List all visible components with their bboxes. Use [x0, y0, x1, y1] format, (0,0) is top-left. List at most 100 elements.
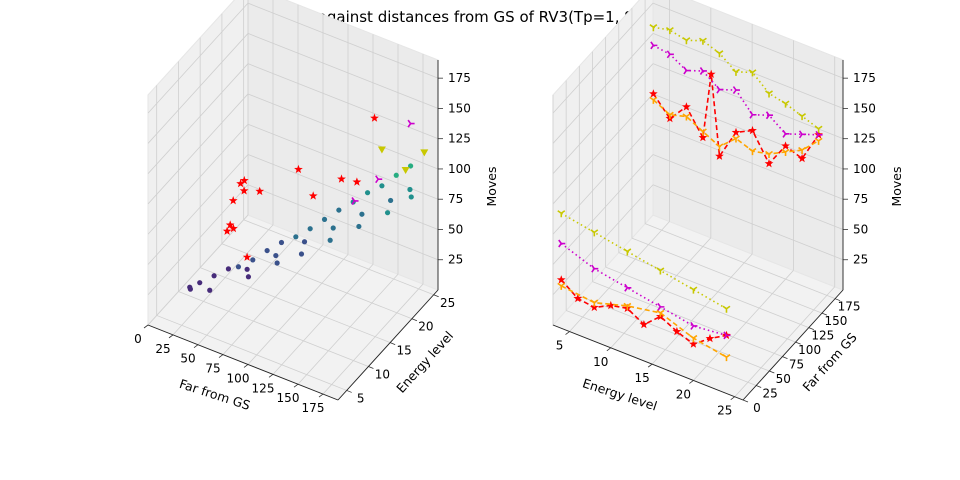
y-tick-label: 75 [789, 358, 804, 372]
z-gridline [652, 154, 844, 230]
data-point [293, 234, 299, 240]
data-point [330, 225, 336, 231]
data-point [623, 248, 632, 256]
data-point [665, 111, 674, 119]
z-tick-label: 100 [448, 162, 471, 176]
data-point [798, 113, 807, 121]
data-point [689, 339, 698, 348]
x-gridline [322, 283, 424, 395]
z-gridline [247, 123, 439, 200]
series-3 [377, 146, 429, 175]
data-point [764, 159, 774, 168]
x-axis-line [147, 324, 339, 401]
data-point [722, 305, 731, 313]
data-point [748, 69, 757, 77]
z-tick-label: 175 [448, 71, 471, 85]
series-2 [557, 96, 823, 362]
y-tick-mark [742, 399, 749, 403]
data-point [377, 146, 386, 154]
y-gridline [631, 237, 823, 314]
data-point [732, 86, 740, 95]
z-tick-label: 50 [853, 222, 868, 236]
y-tick-mark [433, 294, 439, 298]
data-point [814, 137, 823, 145]
data-point [388, 197, 394, 204]
y-tick-mark [834, 298, 841, 302]
data-point [255, 186, 265, 196]
y-gridline [618, 252, 809, 329]
data-point [798, 146, 807, 155]
y-tick-label: 175 [838, 300, 861, 314]
data-point [722, 354, 731, 362]
x-gridline [569, 221, 670, 332]
data-point [420, 149, 429, 157]
z-gridline [247, 93, 439, 170]
y-gridline [644, 223, 836, 300]
data-point [225, 220, 235, 229]
x-gridline [147, 214, 249, 326]
data-point [716, 85, 724, 94]
data-point [689, 286, 698, 294]
data-point [359, 211, 365, 217]
x-tick-mark [689, 380, 694, 384]
data-point [656, 267, 665, 275]
data-point [689, 334, 698, 343]
z-gridline [552, 63, 654, 174]
data-point [731, 127, 741, 137]
series-line [652, 99, 819, 155]
x-tick-label: 25 [717, 404, 732, 418]
y-tick-label: 25 [763, 387, 778, 401]
data-point [798, 130, 807, 139]
data-point [352, 177, 362, 186]
data-point [301, 239, 308, 245]
z-gridline [247, 154, 439, 230]
z-tick-label: 50 [448, 222, 463, 236]
data-point [682, 37, 691, 45]
y-axis-line [742, 289, 844, 401]
data-point [558, 239, 566, 248]
x-gridline [222, 244, 324, 355]
x-tick-label: 100 [227, 371, 250, 385]
y-tick-label: 10 [375, 368, 390, 382]
y-tick-label: 5 [357, 391, 365, 405]
data-point [683, 66, 691, 75]
data-point [781, 148, 790, 157]
data-point [244, 266, 250, 272]
data-point [222, 226, 232, 235]
z-gridline [147, 2, 249, 114]
x-tick-mark [293, 383, 299, 388]
x-tick-label: 5 [556, 339, 564, 353]
data-point [732, 135, 740, 143]
data-point [308, 191, 318, 200]
series-2 [222, 113, 379, 261]
z-gridline [652, 63, 844, 140]
y-gridline [566, 310, 757, 386]
y-gridline [579, 295, 770, 372]
y-tick-mark [346, 390, 352, 393]
data-point [557, 282, 566, 290]
data-point [239, 186, 249, 195]
data-point [706, 69, 716, 78]
data-point [765, 90, 773, 98]
data-point [665, 26, 674, 35]
data-point [393, 172, 399, 178]
data-point [242, 252, 252, 261]
z-gridline [552, 123, 654, 235]
series-3 [557, 24, 823, 313]
z-tick-label: 125 [448, 132, 471, 146]
data-point [765, 111, 774, 120]
data-point [408, 194, 414, 200]
data-point [384, 210, 391, 216]
data-point [649, 24, 658, 32]
z-gridline [552, 2, 654, 114]
data-point [656, 309, 665, 317]
x-gridline [610, 237, 712, 349]
x-gridline [297, 273, 399, 385]
x-tick-mark [730, 396, 735, 401]
data-point [250, 257, 256, 263]
y-tick-label: 15 [397, 344, 412, 358]
data-point [698, 37, 707, 45]
